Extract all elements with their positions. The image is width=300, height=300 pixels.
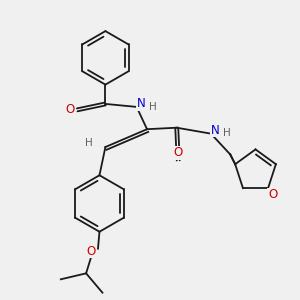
Text: O: O	[268, 188, 277, 201]
Text: N: N	[137, 98, 146, 110]
Text: H: H	[85, 138, 93, 148]
Text: O: O	[65, 103, 74, 116]
Text: H: H	[224, 128, 231, 138]
Text: N: N	[211, 124, 220, 136]
Text: O: O	[86, 244, 95, 258]
Text: O: O	[174, 146, 183, 160]
Text: H: H	[149, 102, 157, 112]
